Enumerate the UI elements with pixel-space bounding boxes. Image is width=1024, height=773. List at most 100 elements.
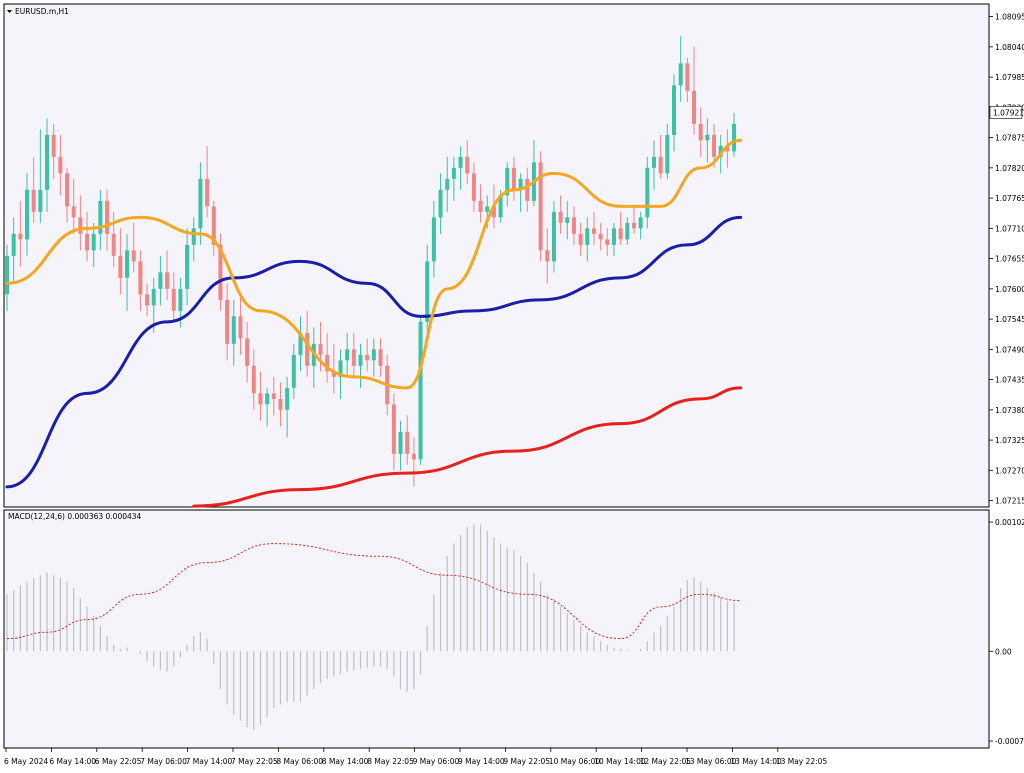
main-plot-area xyxy=(3,3,990,508)
candle-body xyxy=(645,167,650,218)
current-price-marker xyxy=(989,106,1023,119)
candle-body xyxy=(171,288,176,311)
price-tick-label: 1.07380 xyxy=(995,406,1024,415)
candles-layer xyxy=(5,35,737,487)
candle-body xyxy=(625,222,630,240)
macd-tick-label: 0.00 xyxy=(995,647,1012,656)
time-tick-label: 12 May 22:05 xyxy=(640,757,692,766)
candle-body xyxy=(485,206,490,212)
candle-body xyxy=(658,156,663,174)
candle-body xyxy=(511,167,516,190)
candle-body xyxy=(391,404,396,454)
candle-body xyxy=(78,217,83,234)
macd-axis: 0.00102 0.00 -0.000709 xyxy=(989,518,1024,746)
macd-tick-label: -0.000709 xyxy=(995,737,1024,746)
candle-body xyxy=(651,156,656,168)
candle-body xyxy=(331,371,336,377)
time-tick-label: 8 May 06:00 xyxy=(276,757,323,766)
price-tick-label: 1.07710 xyxy=(995,224,1024,233)
candle-body xyxy=(58,156,63,174)
candle-body xyxy=(571,217,576,234)
candle-body xyxy=(525,178,530,201)
macd-tick-label: 0.00102 xyxy=(995,518,1024,527)
candle-body xyxy=(618,228,623,240)
time-tick-label: 6 May 2024 xyxy=(4,757,48,766)
candle-body xyxy=(405,431,410,454)
candle-body xyxy=(65,173,70,207)
candle-body xyxy=(191,228,196,245)
candle-body xyxy=(85,233,90,251)
candle-body xyxy=(558,211,563,223)
candle-body xyxy=(318,343,323,355)
candle-body xyxy=(125,250,130,278)
candle-body xyxy=(165,272,170,289)
candle-body xyxy=(598,233,603,240)
symbol-label: EURUSD.m,H1 xyxy=(15,7,69,16)
price-tick-label: 1.07765 xyxy=(995,194,1024,203)
candle-body xyxy=(678,63,683,86)
time-tick-label: 10 May 06:00 xyxy=(549,757,601,766)
candle-body xyxy=(291,354,296,388)
candle-body xyxy=(705,134,710,141)
candle-body xyxy=(458,156,463,168)
price-tick-label: 1.07655 xyxy=(995,255,1024,264)
macd-layer xyxy=(6,524,741,730)
price-tick-label: 1.07270 xyxy=(995,466,1024,475)
candle-body xyxy=(118,255,123,278)
moving-averages-layer xyxy=(5,138,743,508)
candle-body xyxy=(518,178,523,190)
time-tick-label: 13 May 06:00 xyxy=(685,757,737,766)
ma-mid-line xyxy=(5,215,743,489)
candle-body xyxy=(565,217,570,223)
time-tick-label: 7 May 06:00 xyxy=(140,757,187,766)
ma-fast-line xyxy=(5,138,743,390)
macd-signal-line xyxy=(6,543,741,640)
candle-body xyxy=(198,178,203,229)
candle-body xyxy=(251,365,256,394)
time-tick-label: 9 May 06:00 xyxy=(413,757,460,766)
chevron-down-icon[interactable] xyxy=(7,10,12,13)
candle-body xyxy=(218,244,223,300)
candle-body xyxy=(665,134,670,174)
candle-body xyxy=(98,200,103,234)
candle-body xyxy=(285,387,290,410)
candle-body xyxy=(158,272,163,289)
candle-body xyxy=(5,255,9,295)
price-tick-label: 1.07600 xyxy=(995,285,1024,294)
time-axis: 6 May 2024 6 May 14:006 May 22:057 May 06… xyxy=(4,748,827,766)
price-tick-label: 1.07820 xyxy=(995,164,1024,173)
candle-body xyxy=(718,145,723,157)
current-price-label: 1.07921 xyxy=(993,108,1024,117)
candle-body xyxy=(278,398,283,410)
price-tick-label: 1.07985 xyxy=(995,73,1024,82)
candle-body xyxy=(378,349,383,366)
time-tick-label: 13 May 22:05 xyxy=(776,757,828,766)
candle-body xyxy=(478,200,483,212)
time-tick-label: 9 May 22:05 xyxy=(503,757,550,766)
candle-body xyxy=(451,167,456,179)
candle-body xyxy=(345,349,350,361)
candle-body xyxy=(231,316,236,344)
candle-body xyxy=(211,206,216,245)
candle-body xyxy=(585,228,590,245)
candle-body xyxy=(111,233,116,256)
candle-body xyxy=(698,123,703,141)
candle-body xyxy=(145,294,150,306)
candle-body xyxy=(725,145,730,152)
price-tick-label: 1.07875 xyxy=(995,134,1024,143)
candle-body xyxy=(545,250,550,262)
price-tick-label: 1.07215 xyxy=(995,497,1024,506)
candle-body xyxy=(298,332,303,355)
candle-body xyxy=(712,134,717,157)
price-tick-label: 1.08095 xyxy=(995,13,1024,22)
time-tick-label: 10 May 14:00 xyxy=(594,757,646,766)
candle-body xyxy=(245,338,250,366)
price-tick-label: 1.07325 xyxy=(995,436,1024,445)
candle-body xyxy=(265,393,270,405)
candle-body xyxy=(638,217,643,229)
candle-body xyxy=(631,222,636,229)
candle-body xyxy=(205,178,210,207)
candle-body xyxy=(51,134,56,157)
candle-body xyxy=(351,349,356,366)
